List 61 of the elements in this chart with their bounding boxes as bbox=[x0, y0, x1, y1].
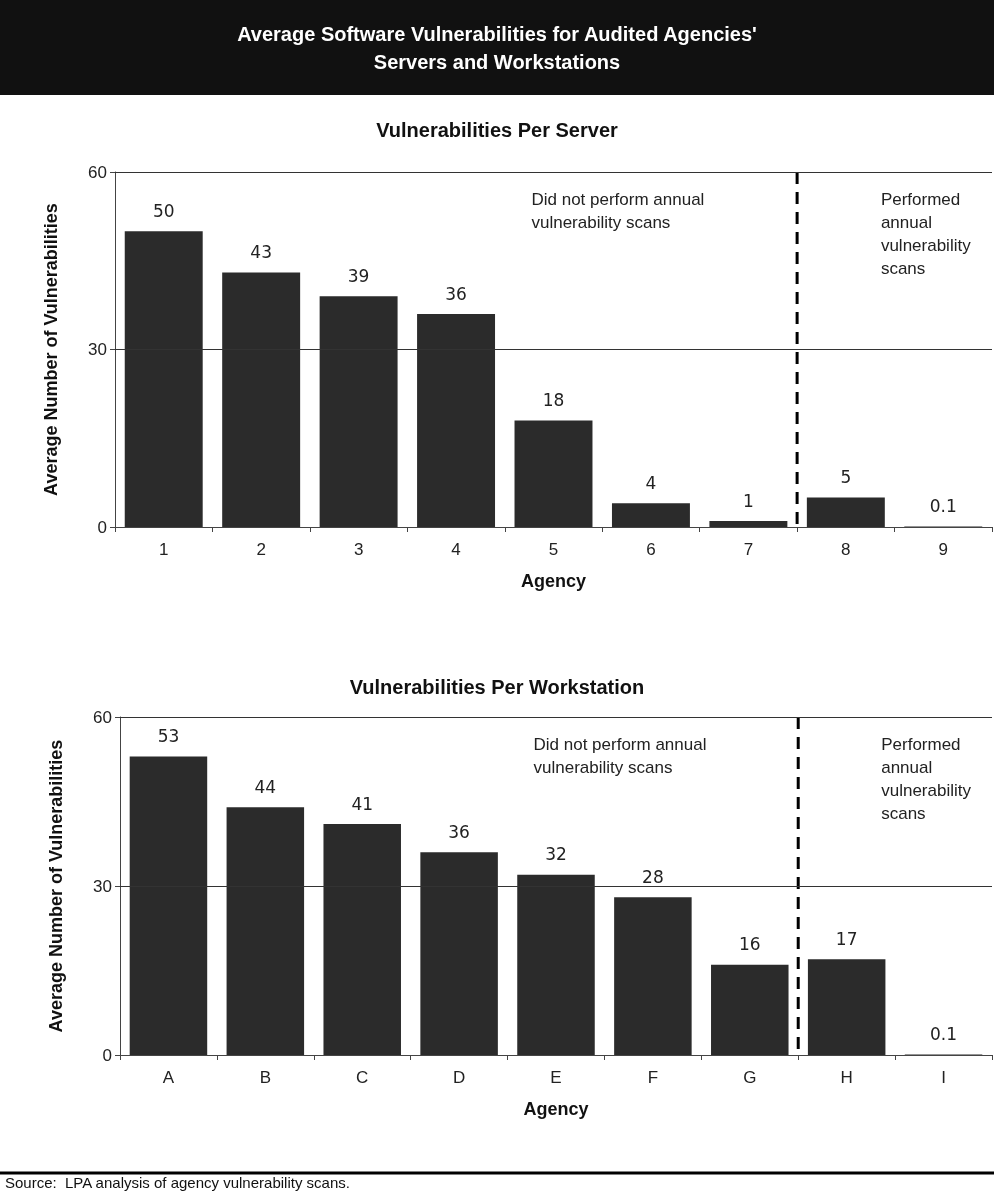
x-tick-label: I bbox=[941, 1068, 946, 1087]
x-tick-label: 7 bbox=[743, 540, 754, 559]
data-label: 5 bbox=[840, 466, 852, 487]
bar bbox=[711, 964, 789, 1055]
y-tick-label: 30 bbox=[88, 340, 107, 359]
data-label: 17 bbox=[835, 928, 858, 949]
x-tick-label: 3 bbox=[353, 540, 364, 559]
x-axis-title: Agency bbox=[520, 571, 587, 591]
bar bbox=[614, 897, 692, 1055]
data-label: 36 bbox=[448, 821, 470, 842]
x-tick-label: F bbox=[647, 1068, 659, 1087]
x-tick-label: 9 bbox=[938, 540, 949, 559]
chart-title: Average Software Vulnerabilities for Audited Agencies' Servers and Workstations bbox=[237, 21, 757, 75]
data-label: 50 bbox=[152, 200, 175, 221]
y-tick-label: 0 bbox=[97, 517, 107, 537]
chart-subtitle: Vulnerabilities Per Server bbox=[376, 119, 619, 141]
data-label: 28 bbox=[642, 866, 664, 887]
x-tick-label: 6 bbox=[646, 540, 656, 559]
y-tick-label: 60 bbox=[93, 707, 112, 727]
data-label: 16 bbox=[738, 934, 761, 955]
annotation: Did not perform annual vulnerability scans bbox=[533, 735, 712, 777]
source-note: Source: LPA analysis of agency vulnerability scans. bbox=[5, 1174, 350, 1191]
data-label: 44 bbox=[254, 776, 277, 797]
x-axis-title: Agency bbox=[523, 1099, 589, 1119]
y-axis-title: Average Number of Vulnerabilities bbox=[46, 739, 66, 1033]
data-label: 43 bbox=[250, 242, 272, 263]
x-tick-label: 1 bbox=[158, 540, 169, 559]
x-tick-label: A bbox=[162, 1068, 175, 1087]
y-tick-label: 0 bbox=[102, 1045, 112, 1065]
y-tick-label: 30 bbox=[93, 876, 112, 896]
x-tick-label: 4 bbox=[451, 540, 461, 559]
x-tick-label: D bbox=[452, 1068, 466, 1087]
bar bbox=[611, 503, 690, 527]
x-tick-label: B bbox=[259, 1068, 272, 1087]
annotation: Performed annual vulnerability scans bbox=[881, 735, 976, 823]
data-label: 41 bbox=[351, 793, 374, 814]
y-tick-label: 60 bbox=[88, 162, 107, 182]
bar bbox=[806, 497, 885, 527]
x-tick-label: E bbox=[550, 1068, 562, 1087]
annotation: Performed annual vulnerability scans bbox=[880, 190, 976, 278]
bar bbox=[514, 420, 593, 527]
chart-subtitle: Vulnerabilities Per Workstation bbox=[349, 676, 645, 698]
data-label: 1 bbox=[742, 490, 754, 511]
data-label: 39 bbox=[347, 265, 370, 286]
y-axis-title: Average Number of Vulnerabilities bbox=[41, 203, 61, 496]
x-tick-label: H bbox=[840, 1068, 853, 1087]
data-label: 53 bbox=[157, 725, 180, 746]
data-label: 4 bbox=[645, 472, 657, 493]
data-label: 18 bbox=[542, 390, 565, 410]
annotation: Did not perform annual vulnerability scans bbox=[531, 190, 710, 232]
x-tick-label: G bbox=[743, 1068, 757, 1087]
x-tick-label: C bbox=[356, 1068, 369, 1087]
data-label: 32 bbox=[545, 844, 567, 865]
x-tick-label: 8 bbox=[841, 540, 851, 559]
data-label: 0.1 bbox=[930, 1023, 958, 1044]
x-tick-label: 2 bbox=[256, 540, 266, 559]
data-label: 36 bbox=[445, 283, 467, 304]
x-tick-label: 5 bbox=[548, 540, 559, 559]
bar bbox=[709, 521, 788, 527]
data-label: 0.1 bbox=[929, 495, 957, 516]
bar bbox=[807, 959, 886, 1055]
